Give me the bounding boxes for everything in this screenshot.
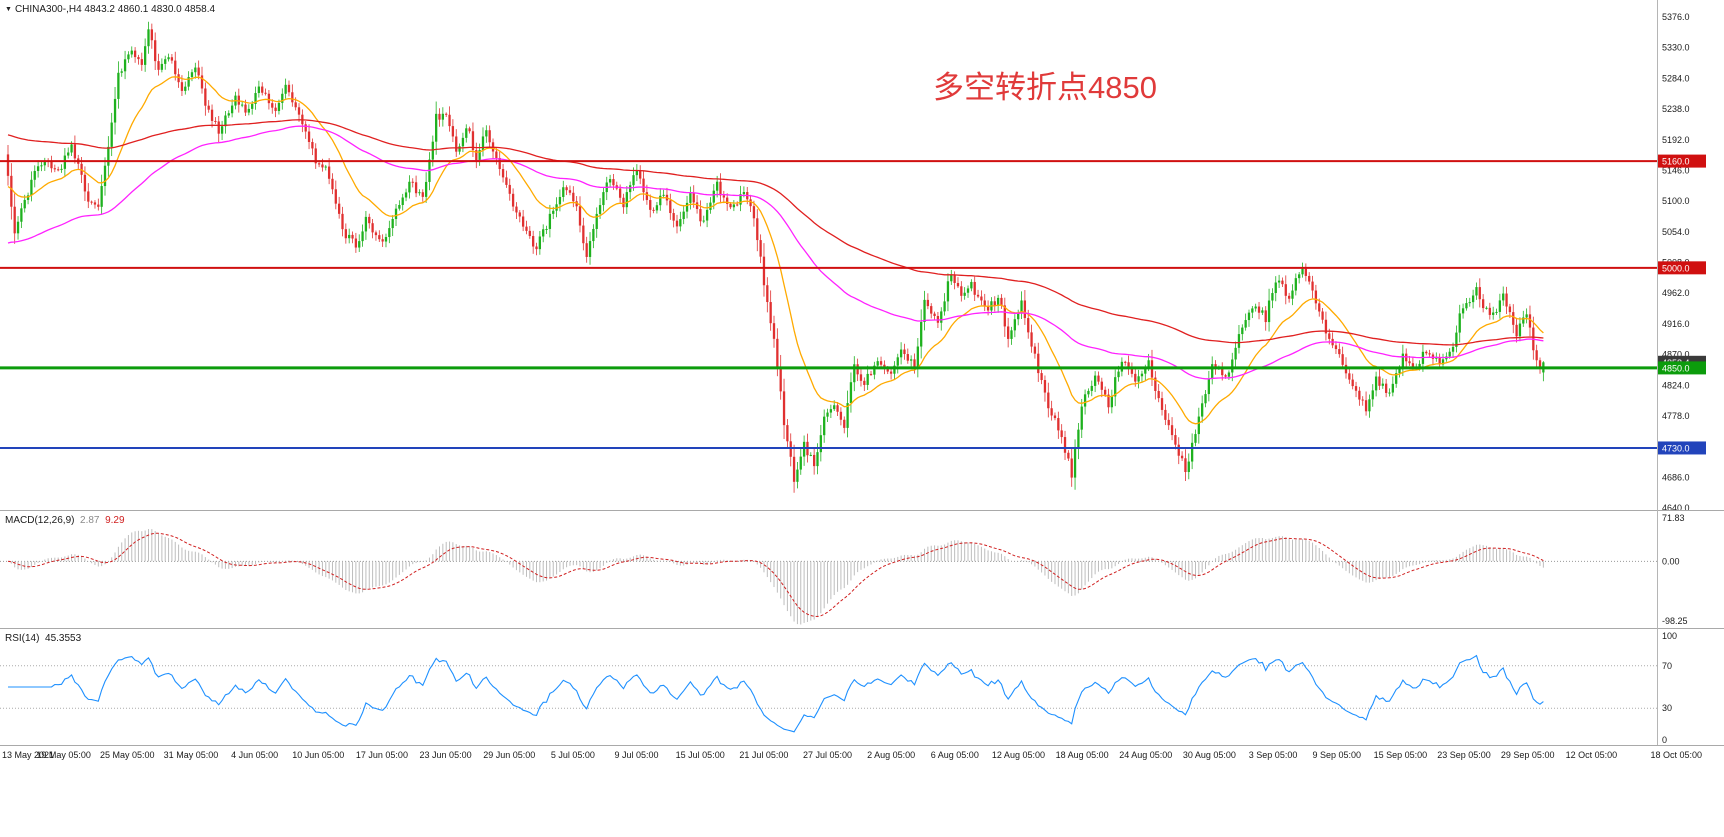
svg-text:4870.0: 4870.0 bbox=[1662, 350, 1690, 360]
svg-text:4916.0: 4916.0 bbox=[1662, 319, 1690, 329]
time-label: 29 Sep 05:00 bbox=[1500, 750, 1555, 760]
candles-layer bbox=[6, 21, 1545, 493]
time-label: 5 Jul 05:00 bbox=[550, 750, 595, 760]
time-label: 6 Aug 05:00 bbox=[930, 750, 979, 760]
chart-annotation-text: 多空转折点4850 bbox=[933, 70, 1157, 105]
ma-slow-line[interactable] bbox=[7, 119, 1544, 346]
ma-fast-line[interactable] bbox=[7, 76, 1544, 425]
symbol-dropdown-icon[interactable]: ▼ bbox=[5, 5, 12, 13]
symbol-title: CHINA300-,H4 4843.2 4860.1 4830.0 4858.4 bbox=[14, 4, 216, 15]
price-tag-5000.0: 5000.0 bbox=[1658, 261, 1706, 275]
panel-separator[interactable] bbox=[0, 510, 1724, 511]
rsi-value: 45.3553 bbox=[45, 633, 82, 644]
time-label: 9 Jul 05:00 bbox=[614, 750, 659, 760]
time-label: 23 Jun 05:00 bbox=[419, 750, 472, 760]
svg-text:5160.0: 5160.0 bbox=[1662, 157, 1690, 167]
time-label: 12 Aug 05:00 bbox=[991, 750, 1045, 760]
svg-text:0.00: 0.00 bbox=[1662, 556, 1680, 566]
svg-text:5100.0: 5100.0 bbox=[1662, 196, 1690, 206]
macd-panel[interactable]: 71.83 0.00 -98.25 bbox=[0, 511, 1724, 628]
svg-text:4778.0: 4778.0 bbox=[1662, 411, 1690, 421]
rsi-line bbox=[8, 654, 1544, 733]
svg-text:0: 0 bbox=[1662, 735, 1667, 745]
rsi-name: RSI(14) bbox=[5, 633, 40, 644]
svg-text:100: 100 bbox=[1662, 631, 1677, 641]
svg-text:5376.0: 5376.0 bbox=[1662, 12, 1690, 22]
macd-label: MACD(12,26,9) 2.87 9.29 bbox=[5, 515, 125, 526]
macd-histogram bbox=[10, 529, 1544, 625]
time-label: 19 May 05:00 bbox=[36, 750, 91, 760]
time-label: 31 May 05:00 bbox=[163, 750, 219, 760]
price-axis-separator[interactable] bbox=[1657, 0, 1658, 745]
time-label: 21 Jul 05:00 bbox=[739, 750, 789, 760]
time-label: 27 Jul 05:00 bbox=[802, 750, 853, 760]
time-label: 2 Aug 05:00 bbox=[867, 750, 916, 760]
panel-separator bbox=[0, 745, 1724, 746]
rsi-panel[interactable]: 100 70 30 0 bbox=[0, 629, 1724, 745]
time-label: 12 Oct 05:00 bbox=[1565, 750, 1618, 760]
time-label: 25 May 05:00 bbox=[100, 750, 155, 760]
svg-text:70: 70 bbox=[1662, 661, 1672, 671]
svg-text:4824.0: 4824.0 bbox=[1662, 380, 1690, 390]
macd-signal-value: 9.29 bbox=[105, 515, 125, 526]
svg-text:-98.25: -98.25 bbox=[1662, 616, 1688, 626]
time-axis[interactable]: 13 May 2021 19 May 05:00 25 May 05:00 31 Ma… bbox=[0, 746, 1724, 772]
price-tag-5160.0: 5160.0 bbox=[1658, 154, 1706, 168]
svg-text:5192.0: 5192.0 bbox=[1662, 135, 1690, 145]
macd-name: MACD(12,26,9) bbox=[5, 515, 75, 526]
time-label: 18 Oct 05:00 bbox=[1650, 750, 1702, 760]
time-label: 13 May 2021 bbox=[2, 750, 55, 760]
ma-medium-line[interactable] bbox=[7, 125, 1544, 380]
rsi-label: RSI(14) 45.3553 bbox=[5, 633, 81, 644]
time-label: 29 Jun 05:00 bbox=[483, 750, 536, 760]
macd-main-value: 2.87 bbox=[80, 515, 100, 526]
svg-text:5284.0: 5284.0 bbox=[1662, 73, 1690, 83]
svg-text:5054.0: 5054.0 bbox=[1662, 227, 1690, 237]
panel-separator[interactable] bbox=[0, 628, 1724, 629]
time-label: 15 Sep 05:00 bbox=[1373, 750, 1428, 760]
svg-text:30: 30 bbox=[1662, 703, 1672, 713]
time-label: 24 Aug 05:00 bbox=[1119, 750, 1173, 760]
svg-text:4686.0: 4686.0 bbox=[1662, 472, 1690, 482]
macd-signal-line bbox=[7, 532, 1544, 618]
svg-text:4850.0: 4850.0 bbox=[1662, 363, 1690, 373]
time-label: 3 Sep 05:00 bbox=[1248, 750, 1298, 760]
svg-text:4730.0: 4730.0 bbox=[1662, 443, 1690, 453]
svg-text:4640.0: 4640.0 bbox=[1662, 503, 1690, 510]
main-price-chart[interactable]: 4640.04686.04732.04778.04824.04870.04916… bbox=[0, 0, 1724, 510]
symbol-header: ▼ CHINA300-,H4 4843.2 4860.1 4830.0 4858.… bbox=[5, 4, 215, 15]
time-label: 9 Sep 05:00 bbox=[1312, 750, 1361, 760]
time-label: 30 Aug 05:00 bbox=[1182, 750, 1236, 760]
price-tag-4730.0: 4730.0 bbox=[1658, 441, 1706, 455]
time-label: 4 Jun 05:00 bbox=[231, 750, 279, 760]
svg-text:5146.0: 5146.0 bbox=[1662, 165, 1690, 175]
time-label: 18 Aug 05:00 bbox=[1055, 750, 1109, 760]
time-label: 23 Sep 05:00 bbox=[1437, 750, 1491, 760]
price-axis-labels[interactable]: 4640.04686.04732.04778.04824.04870.04916… bbox=[1662, 12, 1690, 510]
svg-text:5238.0: 5238.0 bbox=[1662, 104, 1690, 114]
svg-text:71.83: 71.83 bbox=[1662, 513, 1685, 523]
svg-text:5330.0: 5330.0 bbox=[1662, 43, 1690, 53]
time-label: 17 Jun 05:00 bbox=[355, 750, 408, 760]
time-label: 10 Jun 05:00 bbox=[292, 750, 345, 760]
svg-text:5000.0: 5000.0 bbox=[1662, 263, 1690, 273]
svg-text:4962.0: 4962.0 bbox=[1662, 288, 1690, 298]
time-label: 15 Jul 05:00 bbox=[675, 750, 725, 760]
price-tag-4850.0: 4850.0 bbox=[1658, 361, 1706, 375]
